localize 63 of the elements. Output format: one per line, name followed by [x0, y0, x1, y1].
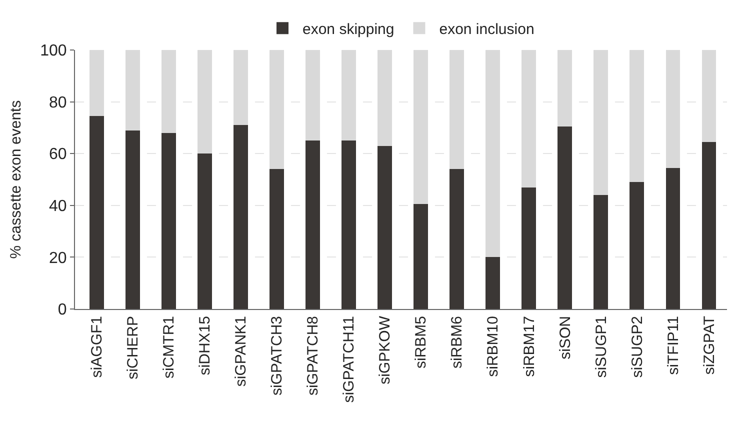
x-tick-label: siTFIP11 — [664, 316, 682, 375]
bar — [161, 50, 176, 133]
bar — [522, 187, 536, 309]
x-tick-label: siGPATCH8 — [304, 316, 322, 396]
bar — [594, 195, 608, 309]
bar — [558, 50, 572, 126]
bar — [89, 50, 104, 116]
bar — [306, 50, 320, 141]
bar — [450, 50, 464, 170]
bar — [342, 50, 356, 141]
x-tick-label: siDHX15 — [196, 316, 214, 376]
x-tick-label: siRBM10 — [484, 316, 502, 377]
bar — [414, 204, 428, 309]
bar — [89, 116, 104, 309]
bar — [234, 125, 248, 309]
bar — [594, 50, 608, 196]
bar — [378, 50, 392, 146]
bar — [197, 50, 212, 154]
x-tick-label: siGPATCH11 — [340, 316, 358, 403]
y-tick-label: 80 — [49, 94, 67, 112]
x-tick-label: siZGPAT — [700, 316, 718, 375]
bar — [306, 140, 320, 309]
bar — [666, 168, 680, 309]
bar — [558, 126, 572, 309]
bar — [630, 182, 644, 309]
bar — [630, 50, 644, 182]
y-tick-label: 60 — [49, 146, 67, 164]
bar — [702, 50, 716, 142]
bar — [414, 50, 428, 204]
bar — [125, 130, 140, 309]
bar — [450, 169, 464, 309]
x-tick-label: siGPKOW — [376, 315, 394, 384]
y-tick-label: 100 — [40, 42, 67, 60]
bar — [270, 50, 284, 170]
x-tick-label: siGPATCH3 — [268, 316, 286, 396]
x-tick-label: siSON — [556, 316, 574, 360]
x-tick-label: siRBM5 — [412, 316, 430, 369]
legend-label: exon skipping — [302, 20, 394, 38]
bar — [486, 50, 500, 258]
bar — [666, 50, 680, 168]
bar — [702, 142, 716, 309]
bar — [270, 169, 284, 309]
x-tick-label: siAGGF1 — [88, 316, 106, 378]
bar — [522, 50, 536, 188]
bar — [486, 257, 500, 309]
y-tick-label: 40 — [49, 198, 67, 215]
y-tick-label: 20 — [49, 250, 67, 267]
x-tick-label: siGPANK1 — [232, 316, 250, 387]
x-tick-label: siCMTR1 — [160, 316, 178, 378]
x-tick-label: siRBM17 — [520, 316, 538, 377]
bar — [197, 154, 212, 309]
x-tick-label: siSUGP1 — [592, 316, 610, 378]
legend-label: exon inclusion — [439, 20, 534, 38]
y-tick-label: 0 — [58, 302, 67, 319]
bar — [378, 146, 392, 309]
bar — [161, 132, 176, 309]
x-tick-label: siCHERP — [124, 316, 142, 380]
x-tick-label: siSUGP2 — [628, 316, 646, 378]
x-tick-label: siRBM6 — [448, 316, 466, 369]
bar — [342, 140, 356, 309]
bar — [234, 50, 248, 126]
bar — [125, 50, 140, 130]
y-axis-title: % cassette exon events — [7, 100, 24, 259]
